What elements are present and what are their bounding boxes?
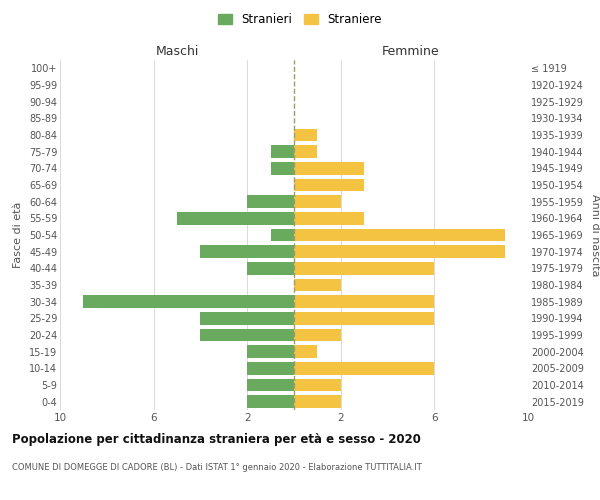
- Bar: [294, 296, 434, 308]
- Text: Maschi: Maschi: [155, 44, 199, 58]
- Bar: [83, 296, 294, 308]
- Y-axis label: Anni di nascita: Anni di nascita: [590, 194, 600, 276]
- Bar: [294, 246, 505, 258]
- Bar: [294, 179, 364, 192]
- Bar: [294, 362, 434, 374]
- Bar: [294, 129, 317, 141]
- Bar: [271, 162, 294, 174]
- Bar: [200, 329, 294, 341]
- Bar: [294, 279, 341, 291]
- Text: COMUNE DI DOMEGGE DI CADORE (BL) - Dati ISTAT 1° gennaio 2020 - Elaborazione TUT: COMUNE DI DOMEGGE DI CADORE (BL) - Dati …: [12, 462, 422, 471]
- Bar: [271, 229, 294, 241]
- Bar: [177, 212, 294, 224]
- Legend: Stranieri, Straniere: Stranieri, Straniere: [213, 8, 387, 31]
- Bar: [247, 196, 294, 208]
- Bar: [294, 379, 341, 391]
- Bar: [294, 262, 434, 274]
- Bar: [294, 396, 341, 408]
- Bar: [294, 196, 341, 208]
- Text: Femmine: Femmine: [382, 44, 440, 58]
- Text: Popolazione per cittadinanza straniera per età e sesso - 2020: Popolazione per cittadinanza straniera p…: [12, 432, 421, 446]
- Bar: [247, 362, 294, 374]
- Y-axis label: Fasce di età: Fasce di età: [13, 202, 23, 268]
- Bar: [294, 329, 341, 341]
- Bar: [247, 346, 294, 358]
- Bar: [247, 262, 294, 274]
- Bar: [247, 379, 294, 391]
- Bar: [294, 346, 317, 358]
- Bar: [294, 212, 364, 224]
- Bar: [271, 146, 294, 158]
- Bar: [200, 312, 294, 324]
- Bar: [200, 246, 294, 258]
- Bar: [247, 396, 294, 408]
- Bar: [294, 146, 317, 158]
- Bar: [294, 229, 505, 241]
- Bar: [294, 162, 364, 174]
- Bar: [294, 312, 434, 324]
